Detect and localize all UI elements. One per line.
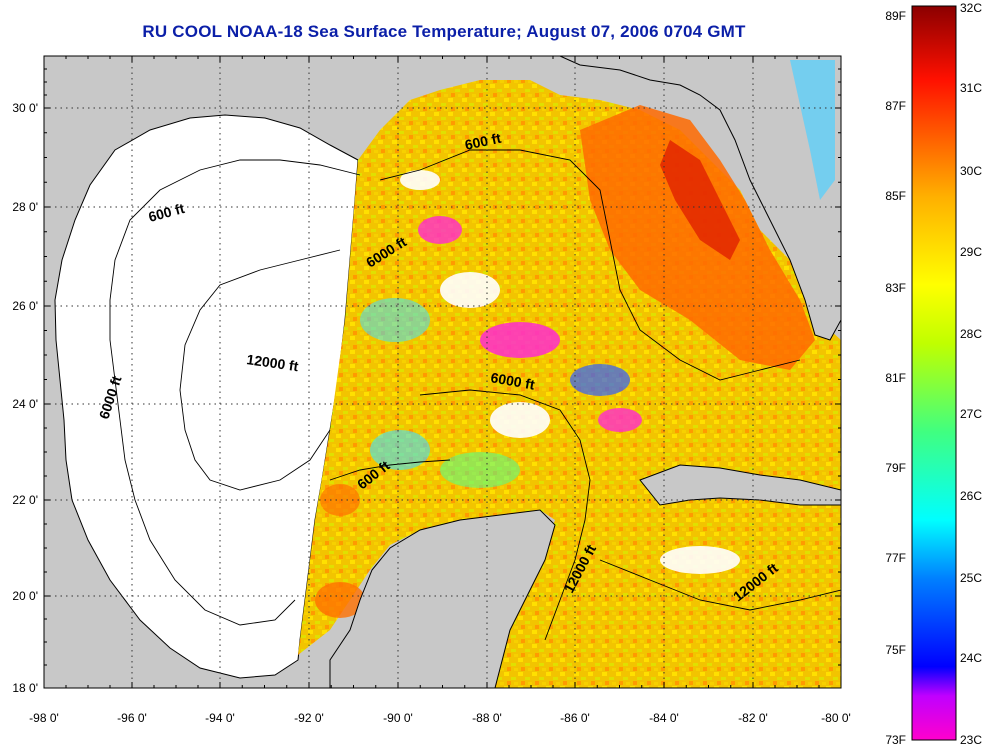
warm-shelf [580, 105, 815, 370]
x-tick-label: -80 0' [821, 711, 851, 725]
colorbar-c-label: 27C [960, 407, 982, 421]
colorbar-f-label: 85F [885, 189, 906, 203]
colorbar-c-label: 24C [960, 651, 982, 665]
x-tick-label: -84 0' [649, 711, 679, 725]
colorbar-c-label: 30C [960, 164, 982, 178]
cool-patch [418, 216, 462, 244]
y-tick-label: 24 0' [12, 397, 38, 411]
atlantic-strip [790, 60, 835, 200]
colorbar-c-label: 23C [960, 733, 982, 747]
x-tick-label: -86 0' [560, 711, 590, 725]
y-axis-labels: 30 0' 28 0' 26 0' 24 0' 22 0' 20 0' 18 0… [12, 101, 38, 695]
cool-patch [490, 402, 550, 438]
colorbar-f-label: 87F [885, 99, 906, 113]
x-tick-label: -92 0' [294, 711, 324, 725]
y-tick-label: 20 0' [12, 589, 38, 603]
cool-patch [360, 298, 430, 342]
colorbar-f-label: 89F [885, 9, 906, 23]
cool-patch [320, 484, 360, 516]
contour-label: 12000 ft [246, 351, 300, 374]
x-axis-labels: -98 0' -96 0' -94 0' -92 0' -90 0' -88 0… [29, 711, 851, 725]
cuba-land [639, 464, 841, 506]
colorbar-c-label: 25C [960, 571, 982, 585]
x-tick-label: -90 0' [383, 711, 413, 725]
colorbar-c-labels: 32C 31C 30C 29C 28C 27C 26C 25C 24C 23C [960, 1, 982, 747]
colorbar-f-label: 83F [885, 281, 906, 295]
colorbar-f-label: 79F [885, 461, 906, 475]
cool-patch [315, 582, 365, 618]
x-tick-label: -88 0' [472, 711, 502, 725]
cool-patch [400, 170, 440, 190]
colorbar-f-label: 75F [885, 643, 906, 657]
colorbar [911, 5, 957, 741]
cool-patch [370, 430, 430, 470]
colorbar-c-label: 32C [960, 1, 982, 15]
cool-patch [598, 408, 642, 432]
x-tick-label: -98 0' [29, 711, 59, 725]
colorbar-f-labels: 89F 87F 85F 83F 81F 79F 77F 75F 73F [885, 9, 906, 747]
contour-label: 600 ft [463, 130, 502, 153]
x-tick-label: -82 0' [738, 711, 768, 725]
contour-label: 6000 ft [489, 369, 536, 393]
y-tick-label: 22 0' [12, 493, 38, 507]
colorbar-c-label: 31C [960, 81, 982, 95]
y-tick-label: 30 0' [12, 101, 38, 115]
colorbar-f-label: 77F [885, 551, 906, 565]
colorbar-c-label: 29C [960, 245, 982, 259]
cool-patch [440, 272, 500, 308]
cool-patch [440, 452, 520, 488]
x-tick-label: -94 0' [205, 711, 235, 725]
florida-land [559, 56, 841, 341]
x-tick-label: -96 0' [117, 711, 147, 725]
y-tick-label: 28 0' [12, 200, 38, 214]
hot-core [660, 140, 740, 260]
y-tick-label: 26 0' [12, 299, 38, 313]
map-title: RU COOL NOAA-18 Sea Surface Temperature;… [142, 22, 746, 41]
bathymetry-contours [109, 149, 841, 641]
colorbar-f-label: 73F [885, 733, 906, 747]
colorbar-c-label: 26C [960, 489, 982, 503]
colorbar-f-label: 81F [885, 371, 906, 385]
frame-ticks [43, 55, 842, 689]
cool-patch [570, 364, 630, 396]
graticule [44, 56, 841, 688]
yucatan-land [329, 509, 556, 688]
colorbar-c-label: 28C [960, 327, 982, 341]
y-tick-label: 18 0' [12, 681, 38, 695]
cool-patch [480, 322, 560, 358]
cool-patch [660, 546, 740, 574]
